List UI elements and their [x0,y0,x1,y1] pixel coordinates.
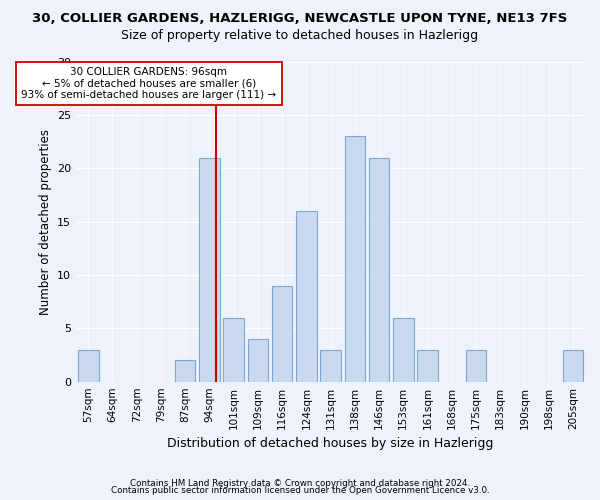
Bar [369,158,389,382]
X-axis label: Distribution of detached houses by size in Hazlerigg: Distribution of detached houses by size … [167,437,494,450]
Bar [296,211,317,382]
Bar [248,339,268,382]
Bar [320,350,341,382]
Text: Size of property relative to detached houses in Hazlerigg: Size of property relative to detached ho… [121,29,479,42]
Bar [223,318,244,382]
Bar [417,350,438,382]
Text: 30 COLLIER GARDENS: 96sqm
← 5% of detached houses are smaller (6)
93% of semi-de: 30 COLLIER GARDENS: 96sqm ← 5% of detach… [21,67,277,100]
Bar [344,136,365,382]
Bar [393,318,413,382]
Bar [563,350,583,382]
Text: Contains HM Land Registry data © Crown copyright and database right 2024.: Contains HM Land Registry data © Crown c… [130,478,470,488]
Bar [272,286,292,382]
Text: 30, COLLIER GARDENS, HAZLERIGG, NEWCASTLE UPON TYNE, NE13 7FS: 30, COLLIER GARDENS, HAZLERIGG, NEWCASTL… [32,12,568,26]
Bar [78,350,98,382]
Bar [199,158,220,382]
Bar [466,350,486,382]
Text: Contains public sector information licensed under the Open Government Licence v3: Contains public sector information licen… [110,486,490,495]
Y-axis label: Number of detached properties: Number of detached properties [38,128,52,314]
Bar [175,360,196,382]
